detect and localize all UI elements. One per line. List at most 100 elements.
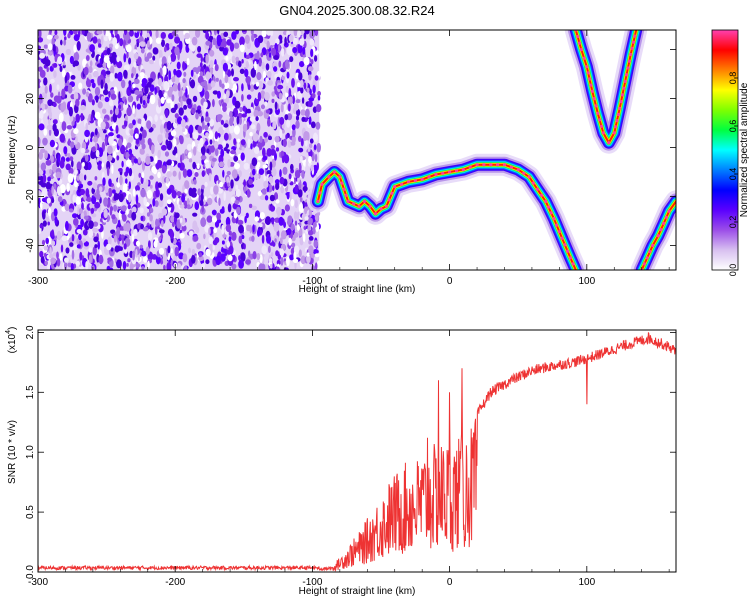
noise-speckle <box>158 229 165 234</box>
noise-speckle <box>135 137 140 145</box>
noise-speckle <box>273 66 278 72</box>
noise-speckle <box>87 93 93 103</box>
noise-speckle <box>65 220 69 231</box>
noise-speckle <box>304 216 309 221</box>
noise-speckle <box>92 227 99 233</box>
noise-speckle <box>186 143 192 151</box>
noise-speckle <box>152 47 159 55</box>
noise-speckle <box>265 63 270 71</box>
noise-speckle <box>208 130 214 140</box>
spectrogram-xtick-label: -300 <box>28 276 48 287</box>
noise-speckle <box>93 236 99 243</box>
noise-speckle <box>222 105 227 112</box>
ridge-peak-dot <box>535 187 540 191</box>
noise-speckle <box>114 107 119 116</box>
noise-speckle <box>116 55 120 63</box>
noise-speckle <box>275 266 280 270</box>
noise-speckle <box>52 119 58 125</box>
noise-speckle <box>124 98 127 105</box>
noise-speckle <box>187 151 192 159</box>
noise-speckle <box>157 134 163 144</box>
noise-speckle <box>271 98 275 103</box>
noise-speckle <box>98 128 103 138</box>
noise-speckle <box>113 204 118 212</box>
noise-speckle <box>225 55 229 61</box>
noise-speckle <box>134 78 140 84</box>
noise-speckle <box>94 244 98 249</box>
noise-speckle <box>160 220 164 228</box>
noise-speckle <box>165 176 169 184</box>
colorbar-tick-label: 0.8 <box>728 72 738 85</box>
noise-speckle <box>179 217 183 223</box>
noise-speckle <box>46 66 49 73</box>
noise-speckle <box>68 106 73 117</box>
noise-speckle <box>180 154 183 164</box>
noise-speckle <box>171 76 176 83</box>
noise-speckle <box>149 175 154 180</box>
noise-speckle <box>191 255 196 264</box>
noise-speckle <box>75 260 80 267</box>
noise-speckle <box>275 182 280 190</box>
ridge-peak-dot <box>560 236 564 240</box>
noise-speckle <box>164 75 169 83</box>
noise-speckle <box>303 82 307 90</box>
noise-speckle <box>288 34 294 43</box>
noise-speckle <box>167 55 172 65</box>
noise-speckle <box>91 213 97 218</box>
noise-speckle <box>149 184 153 189</box>
noise-speckle <box>38 30 42 39</box>
noise-speckle <box>262 147 266 157</box>
noise-speckle <box>98 254 104 265</box>
noise-speckle <box>195 67 200 75</box>
snr-ytick-label: 0.0 <box>25 565 36 579</box>
noise-speckle <box>65 48 72 56</box>
noise-speckle <box>301 116 306 122</box>
noise-speckle <box>213 227 218 234</box>
noise-speckle <box>172 138 177 148</box>
snr-line-layer <box>38 332 676 572</box>
noise-speckle <box>80 218 84 228</box>
noise-speckle <box>109 109 113 115</box>
noise-speckle <box>228 230 232 236</box>
noise-speckle <box>48 254 54 259</box>
noise-speckle <box>219 79 222 88</box>
noise-speckle <box>135 240 141 247</box>
noise-speckle <box>96 30 103 35</box>
noise-speckle <box>223 123 229 128</box>
noise-speckle <box>218 161 225 168</box>
noise-speckle <box>81 162 85 167</box>
noise-speckle <box>44 85 48 94</box>
noise-speckle <box>141 129 147 139</box>
noise-speckle <box>170 130 177 137</box>
noise-speckle <box>72 213 78 219</box>
noise-speckle <box>266 170 272 176</box>
noise-speckle <box>154 155 158 164</box>
noise-speckle <box>196 163 200 170</box>
noise-speckle <box>241 234 245 240</box>
noise-speckle <box>225 216 231 227</box>
ridge-peak-dot <box>448 170 452 174</box>
spectrogram-ylabel: Frequency (Hz) <box>7 116 18 185</box>
noise-speckle <box>293 251 297 261</box>
snr-panel: -300 -200 -100 0 100 0.0 0.5 1.0 1.5 2.0 Height … <box>5 325 677 597</box>
noise-speckle <box>310 121 316 129</box>
noise-speckle <box>74 169 78 175</box>
noise-speckle <box>228 51 233 60</box>
noise-speckle <box>212 37 217 46</box>
snr-xtick-label: -100 <box>302 577 322 588</box>
noise-speckle <box>294 220 298 226</box>
noise-speckle <box>155 37 162 44</box>
noise-speckle <box>75 135 78 145</box>
noise-speckle <box>56 84 60 91</box>
noise-speckle <box>191 187 197 193</box>
noise-speckle <box>283 102 287 113</box>
noise-speckle <box>129 30 134 37</box>
noise-speckle <box>221 224 225 235</box>
noise-speckle <box>125 192 129 197</box>
noise-speckle <box>73 44 77 53</box>
ridge-peak-dot <box>615 119 619 123</box>
noise-speckle <box>109 99 114 107</box>
noise-speckle <box>138 172 142 178</box>
